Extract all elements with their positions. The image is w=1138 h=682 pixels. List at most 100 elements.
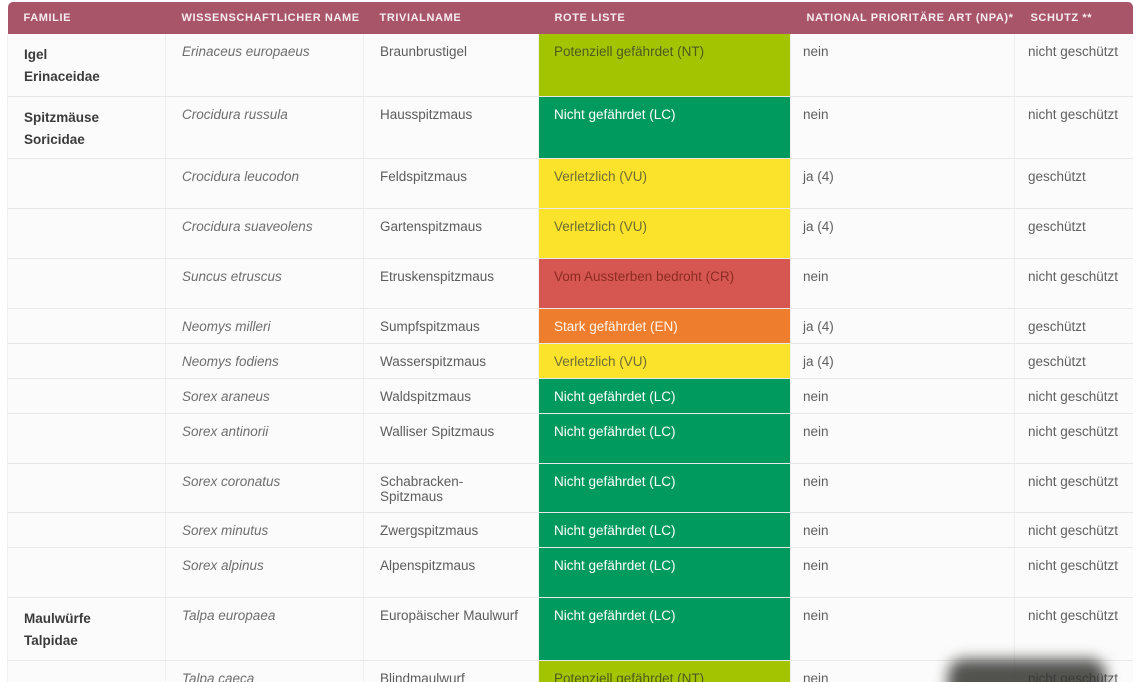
trivialname: Walliser Spitzmaus — [363, 413, 539, 465]
table-row: Spitzmäuse Soricidae Crocidura russula Ha… — [7, 96, 1133, 160]
table-body: Igel Erinaceidae Erinaceus europaeus Brau… — [7, 34, 1133, 682]
species-table-container[interactable]: FAMILIE WISSENSCHAFTLICHER NAME TRIVIALN… — [7, 2, 1133, 682]
familie-cell — [7, 208, 166, 260]
trivialname: Alpenspitzmaus — [363, 547, 539, 599]
familie-cell: Igel Erinaceidae — [7, 34, 166, 97]
scientific-name: Sorex antinorii — [165, 413, 364, 465]
rote-liste-cell: Nicht gefährdet (LC) — [538, 512, 791, 549]
rote-liste-badge: Nicht gefährdet (LC) — [539, 513, 790, 548]
column-header-rote-liste: ROTE LISTE — [538, 2, 791, 34]
npa: nein — [790, 96, 1015, 160]
trivialname: Gartenspitzmaus — [363, 208, 539, 260]
schutz: geschützt — [1014, 343, 1133, 380]
trivialname: Zwergspitzmaus — [363, 512, 539, 549]
npa: ja (4) — [790, 308, 1015, 345]
schutz: geschützt — [1014, 208, 1133, 260]
npa: nein — [790, 413, 1015, 465]
schutz: nicht geschützt — [1014, 34, 1133, 97]
npa: nein — [790, 597, 1015, 662]
rote-liste-cell: Nicht gefährdet (LC) — [538, 597, 791, 662]
npa: nein — [790, 34, 1015, 97]
rote-liste-badge: Verletzlich (VU) — [539, 209, 790, 259]
npa: nein — [790, 258, 1015, 310]
npa: ja (4) — [790, 208, 1015, 260]
familie-cell — [7, 258, 166, 310]
rote-liste-cell: Verletzlich (VU) — [538, 208, 791, 260]
schutz: nicht geschützt — [1014, 547, 1133, 599]
npa: nein — [790, 463, 1015, 514]
table-row: Crocidura leucodon Feldspitzmaus Verletz… — [7, 158, 1133, 210]
familie-cell — [7, 343, 166, 380]
familie-cell: Maulwürfe Talpidae — [7, 597, 166, 662]
schutz: nicht geschützt — [1014, 413, 1133, 465]
scientific-name: Suncus etruscus — [165, 258, 364, 310]
column-header-schutz: SCHUTZ ** — [1014, 2, 1133, 34]
rote-liste-badge: Nicht gefährdet (LC) — [539, 96, 790, 159]
rote-liste-cell: Vom Aussterben bedroht (CR) — [538, 258, 791, 310]
rote-liste-cell: Nicht gefährdet (LC) — [538, 463, 791, 514]
column-header-trivialname: TRIVIALNAME — [363, 2, 539, 34]
table-row: Crocidura suaveolens Gartenspitzmaus Ver… — [7, 208, 1133, 260]
rote-liste-badge: Nicht gefährdet (LC) — [539, 598, 790, 661]
header-row: FAMILIE WISSENSCHAFTLICHER NAME TRIVIALN… — [7, 2, 1133, 34]
trivialname: Etruskenspitzmaus — [363, 258, 539, 310]
rote-liste-badge: Nicht gefährdet (LC) — [539, 414, 790, 464]
trivialname: Feldspitzmaus — [363, 158, 539, 210]
rote-liste-cell: Potenziell gefährdet (NT) — [538, 34, 791, 97]
trivialname: Hausspitzmaus — [363, 96, 539, 160]
rote-liste-cell: Nicht gefährdet (LC) — [538, 378, 791, 415]
rote-liste-badge: Verletzlich (VU) — [539, 344, 790, 379]
schutz: nicht geschützt — [1014, 258, 1133, 310]
table-row: Sorex araneus Waldspitzmaus Nicht gefähr… — [7, 378, 1133, 415]
table-header: FAMILIE WISSENSCHAFTLICHER NAME TRIVIALN… — [7, 2, 1133, 34]
table-row: Neomys fodiens Wasserspitzmaus Verletzli… — [7, 343, 1133, 380]
schutz: nicht geschützt — [1014, 96, 1133, 160]
scientific-name: Talpa caeca — [165, 660, 364, 682]
table-row: Maulwürfe Talpidae Talpa europaea Europäi… — [7, 597, 1133, 662]
familie-cell — [7, 308, 166, 345]
table-row: Suncus etruscus Etruskenspitzmaus Vom Au… — [7, 258, 1133, 310]
schutz: nicht geschützt — [1014, 463, 1133, 514]
familie-cell — [7, 158, 166, 210]
trivialname: Wasserspitzmaus — [363, 343, 539, 380]
schutz: geschützt — [1014, 308, 1133, 345]
familie-cell — [7, 512, 166, 549]
npa: nein — [790, 378, 1015, 415]
npa: nein — [790, 512, 1015, 549]
column-header-npa: NATIONAL PRIORITÄRE ART (NPA)* — [790, 2, 1015, 34]
table-row: Talpa caeca Blindmaulwurf Potenziell gef… — [7, 660, 1133, 682]
schutz: nicht geschützt — [1014, 512, 1133, 549]
npa: nein — [790, 660, 1015, 682]
trivialname: Waldspitzmaus — [363, 378, 539, 415]
rote-liste-cell: Verletzlich (VU) — [538, 158, 791, 210]
table-row: Sorex minutus Zwergspitzmaus Nicht gefäh… — [7, 512, 1133, 549]
rote-liste-badge: Stark gefährdet (EN) — [539, 309, 790, 344]
npa: ja (4) — [790, 343, 1015, 380]
scientific-name: Crocidura leucodon — [165, 158, 364, 210]
table-row: Neomys milleri Sumpfspitzmaus Stark gefä… — [7, 308, 1133, 345]
rote-liste-cell: Nicht gefährdet (LC) — [538, 547, 791, 599]
rote-liste-badge: Nicht gefährdet (LC) — [539, 464, 790, 513]
scientific-name: Sorex minutus — [165, 512, 364, 549]
rote-liste-cell: Verletzlich (VU) — [538, 343, 791, 380]
scientific-name: Sorex coronatus — [165, 463, 364, 514]
trivialname: Europäischer Maulwurf — [363, 597, 539, 662]
trivialname: Schabracken-Spitzmaus — [363, 463, 539, 514]
trivialname: Sumpfspitzmaus — [363, 308, 539, 345]
rote-liste-badge: Vom Aussterben bedroht (CR) — [539, 259, 790, 309]
trivialname: Blindmaulwurf — [363, 660, 539, 682]
scientific-name: Neomys milleri — [165, 308, 364, 345]
table-row: Sorex antinorii Walliser Spitzmaus Nicht… — [7, 413, 1133, 465]
column-header-familie: FAMILIE — [7, 2, 166, 34]
scientific-name: Talpa europaea — [165, 597, 364, 662]
rote-liste-cell: Nicht gefährdet (LC) — [538, 96, 791, 160]
familie-cell — [7, 660, 166, 682]
table-row: Igel Erinaceidae Erinaceus europaeus Brau… — [7, 34, 1133, 97]
rote-liste-badge: Nicht gefährdet (LC) — [539, 548, 790, 598]
schutz: nicht geschützt — [1014, 660, 1133, 682]
rote-liste-badge: Verletzlich (VU) — [539, 159, 790, 209]
schutz: nicht geschützt — [1014, 378, 1133, 415]
species-table: FAMILIE WISSENSCHAFTLICHER NAME TRIVIALN… — [7, 2, 1133, 682]
table-row: Sorex coronatus Schabracken-Spitzmaus Ni… — [7, 463, 1133, 514]
